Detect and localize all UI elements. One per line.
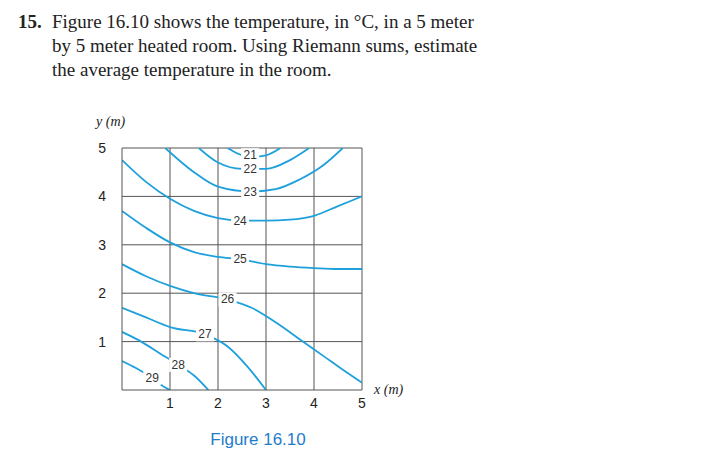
svg-text:24: 24: [233, 214, 247, 228]
svg-text:27: 27: [198, 327, 212, 341]
svg-text:5: 5: [98, 140, 106, 156]
html-text:Figure 16.10: Figure 16.10: [210, 430, 306, 449]
svg-text:1: 1: [166, 395, 174, 411]
svg-text:23: 23: [243, 185, 257, 199]
html-text:x (m): x (m): [374, 382, 404, 397]
svg-text:25: 25: [233, 252, 247, 266]
svg-text:5: 5: [358, 395, 366, 411]
svg-text:28: 28: [171, 358, 185, 372]
html-text:by 5 meter heated room. Using: by 5 meter heated room. Using Riemann su…: [52, 35, 478, 56]
html-text:Figure 16.10 shows the tempera: Figure 16.10 shows the temperature, in °…: [52, 11, 474, 32]
html-text:15.: 15.: [18, 11, 42, 32]
svg-text:1: 1: [98, 334, 106, 350]
svg-text:2: 2: [98, 285, 106, 301]
svg-text:22: 22: [243, 162, 257, 176]
html-text:the average temperature in the: the average temperature in the room.: [52, 59, 332, 80]
html-text:y (m): y (m): [96, 114, 126, 129]
svg-text:3: 3: [98, 237, 106, 253]
svg-text:26: 26: [221, 292, 235, 306]
svg-text:4: 4: [98, 188, 106, 204]
svg-text:29: 29: [146, 371, 160, 385]
svg-text:21: 21: [243, 148, 257, 162]
svg-text:2: 2: [214, 395, 222, 411]
svg-text:4: 4: [310, 395, 318, 411]
svg-text:3: 3: [262, 395, 270, 411]
